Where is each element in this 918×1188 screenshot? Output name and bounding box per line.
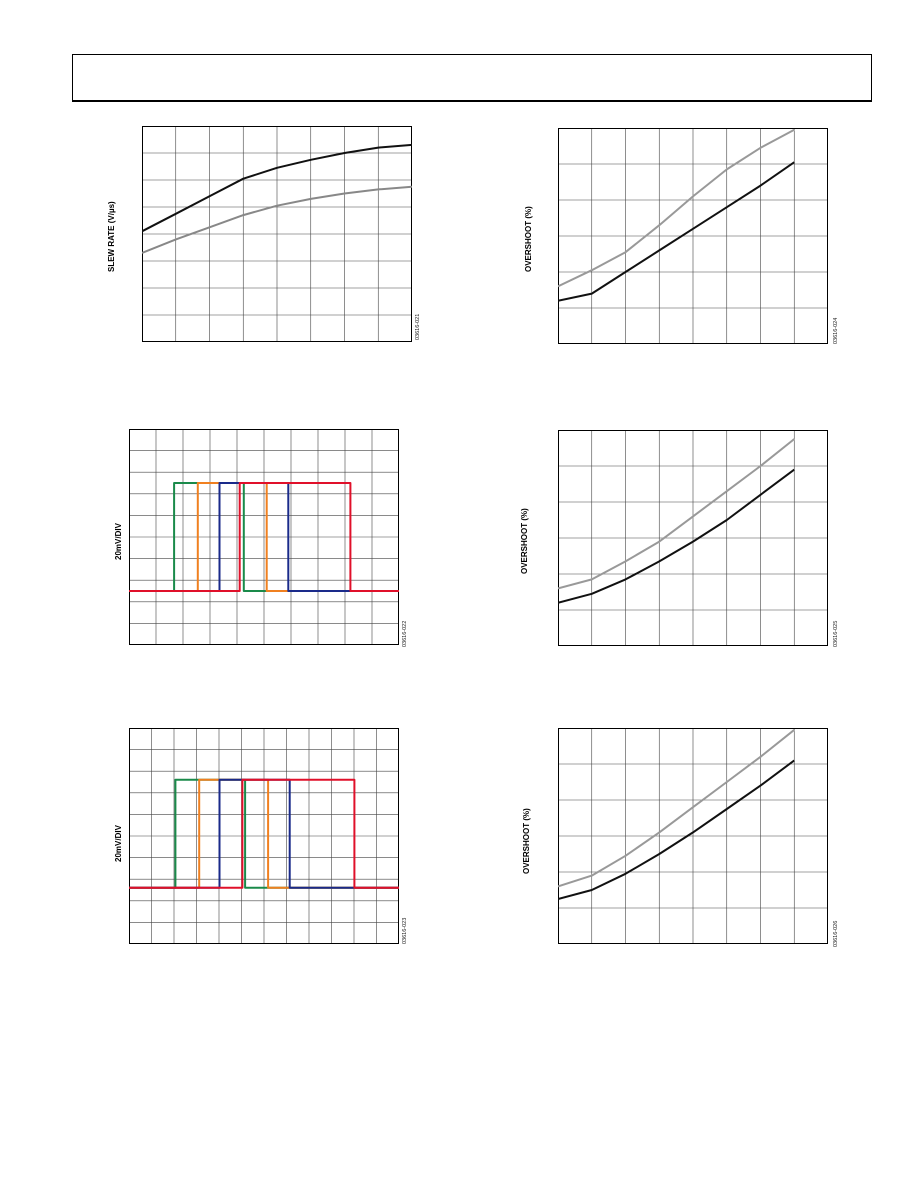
- chart-svg: [558, 128, 828, 344]
- ylabel-slew-rate: SLEW RATE (V/µs): [107, 201, 116, 272]
- chart-svg: [129, 728, 399, 944]
- gridlines: [142, 126, 412, 342]
- page-header-box: [72, 54, 872, 102]
- plot-frame: [129, 429, 399, 645]
- chart-overshoot-3: [558, 728, 828, 944]
- gridlines: [558, 430, 828, 646]
- plot-frame: [558, 128, 828, 344]
- chart-svg: [142, 126, 412, 342]
- chart-overshoot-1: [558, 128, 828, 344]
- series-line-0: [558, 128, 795, 288]
- figure-code-26: 03616-026: [833, 920, 839, 947]
- chart-slew-rate: [142, 126, 412, 342]
- series-line-1: [142, 185, 412, 254]
- gridlines: [558, 728, 828, 944]
- plot-frame: [142, 126, 412, 342]
- figure-code-22: 03616-022: [402, 620, 408, 647]
- chart-svg: [129, 429, 399, 645]
- series-line-3: [129, 778, 399, 889]
- ylabel-scope-1: 20mV/DIV: [114, 523, 123, 560]
- plot-frame: [558, 430, 828, 646]
- figure-code-24: 03616-024: [833, 317, 839, 344]
- series-line-1: [558, 759, 795, 900]
- gridlines: [558, 128, 828, 344]
- series-line-0: [142, 143, 412, 233]
- gridlines: [129, 429, 399, 645]
- figure-code-23: 03616-023: [402, 917, 408, 944]
- ylabel-overshoot-2: OVERSHOOT (%): [520, 508, 529, 574]
- chart-svg: [558, 430, 828, 646]
- chart-overshoot-2: [558, 430, 828, 646]
- plot-frame: [129, 728, 399, 944]
- series-line-1: [558, 161, 795, 302]
- ylabel-overshoot-3: OVERSHOOT (%): [522, 808, 531, 874]
- series-line-0: [558, 438, 795, 590]
- figure-code-25: 03616-025: [833, 620, 839, 647]
- chart-svg: [558, 728, 828, 944]
- ylabel-overshoot-1: OVERSHOOT (%): [524, 206, 533, 272]
- chart-scope-1: [129, 429, 399, 645]
- series-line-1: [558, 468, 795, 604]
- plot-frame: [558, 728, 828, 944]
- series-line-3: [129, 482, 399, 592]
- chart-scope-2: [129, 728, 399, 944]
- series-line-0: [558, 729, 795, 888]
- gridlines: [129, 728, 399, 944]
- ylabel-scope-2: 20mV/DIV: [114, 825, 123, 862]
- figure-code-21: 03616-021: [415, 313, 421, 340]
